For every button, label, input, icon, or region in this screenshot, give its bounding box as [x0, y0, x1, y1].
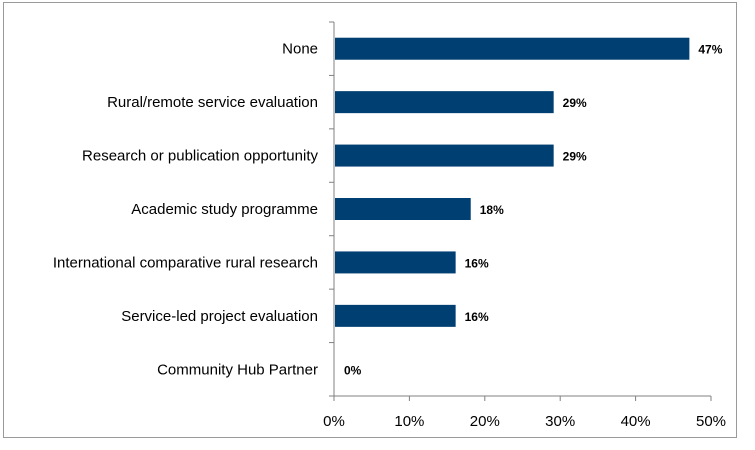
- bar: [335, 144, 554, 167]
- category-label: Rural/remote service evaluation: [107, 94, 318, 111]
- x-tick-label: 20%: [470, 413, 500, 430]
- data-label: 0%: [344, 363, 362, 377]
- data-label: 29%: [563, 150, 587, 164]
- data-label: 16%: [465, 256, 489, 270]
- bar: [335, 251, 456, 274]
- category-label: Community Hub Partner: [157, 361, 318, 378]
- bar: [335, 37, 690, 60]
- data-label: 47%: [698, 43, 722, 57]
- category-label: International comparative rural research: [53, 254, 318, 271]
- data-label: 16%: [465, 310, 489, 324]
- bar: [335, 91, 554, 114]
- category-label: Academic study programme: [131, 201, 318, 218]
- bar: [335, 304, 456, 327]
- x-tick-label: 40%: [621, 413, 651, 430]
- x-tick-label: 50%: [696, 413, 726, 430]
- category-label: Research or publication opportunity: [82, 148, 318, 165]
- data-label: 18%: [480, 203, 504, 217]
- x-tick-label: 10%: [394, 413, 424, 430]
- category-label: Service-led project evaluation: [121, 308, 318, 325]
- data-label: 29%: [563, 96, 587, 110]
- x-tick-label: 30%: [545, 413, 575, 430]
- x-tick-label: 0%: [323, 413, 345, 430]
- category-label: None: [282, 41, 318, 58]
- bar: [335, 198, 471, 220]
